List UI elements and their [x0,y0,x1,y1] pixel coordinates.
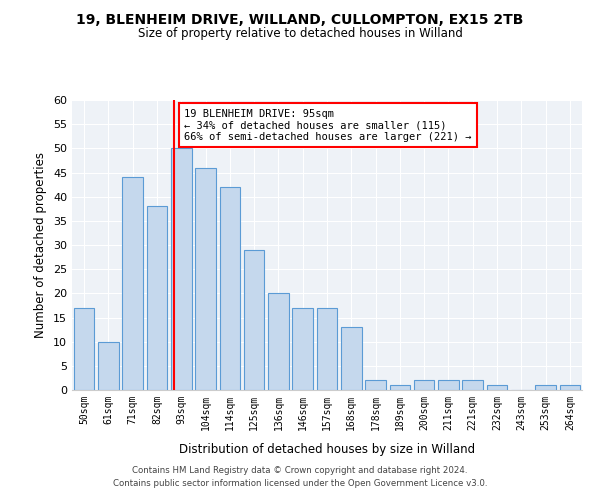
Bar [463,380,483,390]
Text: Distribution of detached houses by size in Willand: Distribution of detached houses by size … [179,442,475,456]
Bar [292,308,313,390]
Bar [98,342,119,390]
Bar [268,294,289,390]
Bar [74,308,94,390]
Bar [195,168,216,390]
Y-axis label: Number of detached properties: Number of detached properties [34,152,47,338]
Bar [317,308,337,390]
Bar [438,380,459,390]
Bar [389,385,410,390]
Bar [244,250,265,390]
Bar [365,380,386,390]
Bar [171,148,191,390]
Text: 19, BLENHEIM DRIVE, WILLAND, CULLOMPTON, EX15 2TB: 19, BLENHEIM DRIVE, WILLAND, CULLOMPTON,… [76,12,524,26]
Bar [122,178,143,390]
Bar [341,327,362,390]
Text: Contains HM Land Registry data © Crown copyright and database right 2024.
Contai: Contains HM Land Registry data © Crown c… [113,466,487,487]
Bar [220,187,240,390]
Bar [487,385,508,390]
Bar [535,385,556,390]
Bar [560,385,580,390]
Text: Size of property relative to detached houses in Willand: Size of property relative to detached ho… [137,28,463,40]
Bar [414,380,434,390]
Bar [146,206,167,390]
Text: 19 BLENHEIM DRIVE: 95sqm
← 34% of detached houses are smaller (115)
66% of semi-: 19 BLENHEIM DRIVE: 95sqm ← 34% of detach… [184,108,472,142]
